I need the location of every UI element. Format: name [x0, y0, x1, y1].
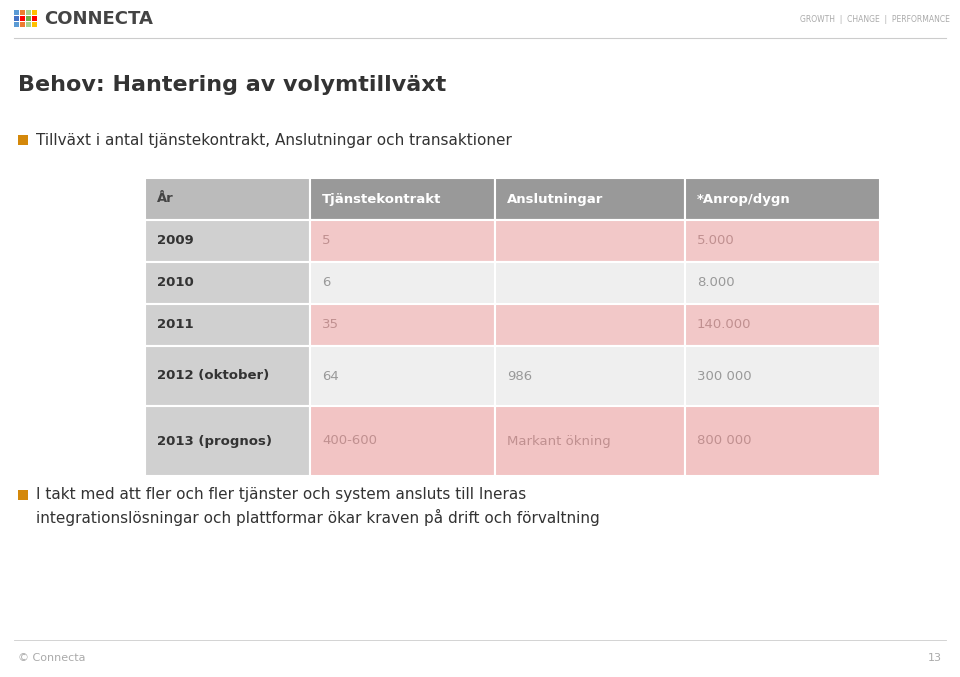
Bar: [310, 304, 495, 346]
Bar: [685, 262, 880, 304]
Bar: [26, 16, 31, 21]
Bar: [495, 304, 685, 346]
Bar: [32, 22, 37, 27]
Bar: [685, 178, 880, 220]
Bar: [145, 220, 310, 262]
Text: Markant ökning: Markant ökning: [507, 435, 611, 447]
Bar: [685, 346, 880, 406]
Bar: [310, 262, 495, 304]
Bar: [20, 22, 25, 27]
Bar: [18, 490, 28, 500]
Bar: [14, 22, 19, 27]
Bar: [145, 262, 310, 304]
Text: 2012 (oktober): 2012 (oktober): [157, 370, 269, 383]
Bar: [18, 135, 28, 145]
Text: 8.000: 8.000: [697, 276, 734, 290]
Bar: [685, 220, 880, 262]
Bar: [310, 346, 495, 406]
Text: 400-600: 400-600: [322, 435, 377, 447]
Text: Anslutningar: Anslutningar: [507, 192, 604, 206]
Text: Tillväxt i antal tjänstekontrakt, Anslutningar och transaktioner: Tillväxt i antal tjänstekontrakt, Anslut…: [36, 133, 512, 148]
Text: 5: 5: [322, 234, 330, 248]
Bar: [26, 10, 31, 15]
Bar: [20, 16, 25, 21]
Text: *Anrop/dygn: *Anrop/dygn: [697, 192, 791, 206]
Text: © Connecta: © Connecta: [18, 653, 85, 663]
Text: GROWTH  |  CHANGE  |  PERFORMANCE: GROWTH | CHANGE | PERFORMANCE: [800, 14, 950, 24]
Text: integrationslösningar och plattformar ökar kraven på drift och förvaltning: integrationslösningar och plattformar ök…: [36, 508, 600, 525]
Text: 13: 13: [928, 653, 942, 663]
Text: 64: 64: [322, 370, 339, 383]
Bar: [145, 304, 310, 346]
Text: 140.000: 140.000: [697, 318, 752, 332]
Text: 800 000: 800 000: [697, 435, 752, 447]
Bar: [32, 16, 37, 21]
Text: 35: 35: [322, 318, 339, 332]
Text: Tjänstekontrakt: Tjänstekontrakt: [322, 192, 442, 206]
Bar: [495, 178, 685, 220]
Text: 5.000: 5.000: [697, 234, 734, 248]
Text: 2011: 2011: [157, 318, 194, 332]
Text: Behov: Hantering av volymtillväxt: Behov: Hantering av volymtillväxt: [18, 75, 446, 95]
Bar: [32, 10, 37, 15]
Text: 300 000: 300 000: [697, 370, 752, 383]
Bar: [685, 304, 880, 346]
Text: 986: 986: [507, 370, 532, 383]
Text: I takt med att fler och fler tjänster och system ansluts till Ineras: I takt med att fler och fler tjänster oc…: [36, 487, 526, 502]
Text: 2010: 2010: [157, 276, 194, 290]
Bar: [495, 220, 685, 262]
Text: CONNECTA: CONNECTA: [44, 10, 153, 28]
Bar: [495, 406, 685, 476]
Bar: [26, 22, 31, 27]
Bar: [145, 346, 310, 406]
Bar: [495, 346, 685, 406]
Bar: [685, 406, 880, 476]
Bar: [145, 406, 310, 476]
Bar: [310, 406, 495, 476]
Text: 2009: 2009: [157, 234, 194, 248]
Bar: [310, 220, 495, 262]
Bar: [14, 10, 19, 15]
Bar: [145, 178, 310, 220]
Bar: [14, 16, 19, 21]
Bar: [310, 178, 495, 220]
Text: 2013 (prognos): 2013 (prognos): [157, 435, 272, 447]
Text: År: År: [157, 192, 174, 206]
Bar: [495, 262, 685, 304]
Text: 6: 6: [322, 276, 330, 290]
Bar: [20, 10, 25, 15]
